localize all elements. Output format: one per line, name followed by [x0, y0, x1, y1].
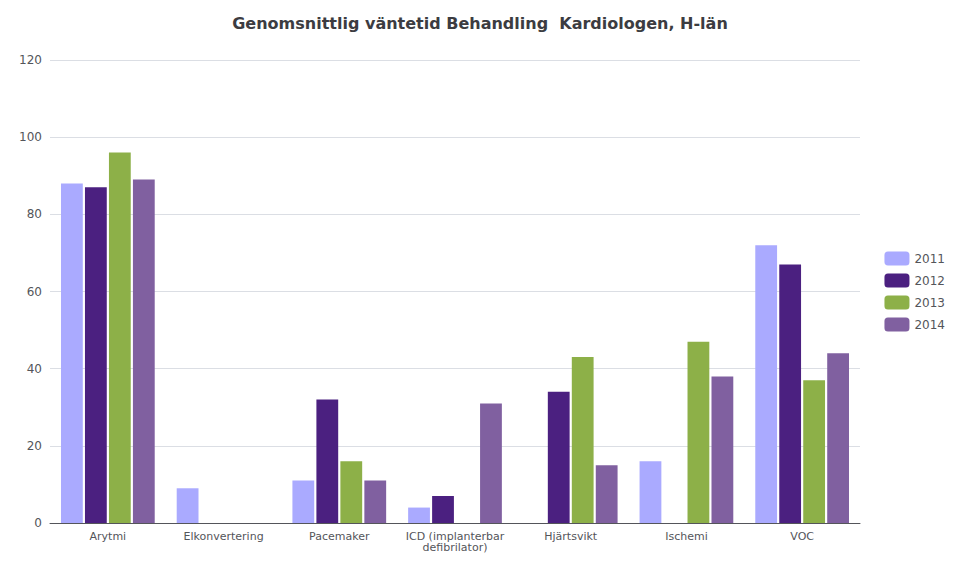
svg-text:40: 40 — [27, 362, 42, 376]
svg-text:Hjärtsvikt: Hjärtsvikt — [544, 530, 598, 543]
svg-text:2013: 2013 — [914, 296, 945, 310]
svg-text:Genomsnittlig väntetid Behandl: Genomsnittlig väntetid Behandling Kardio… — [232, 14, 728, 33]
svg-text:20: 20 — [27, 439, 42, 453]
svg-text:Elkonvertering: Elkonvertering — [184, 530, 264, 543]
svg-text:ICD (implanterbar: ICD (implanterbar — [405, 530, 505, 543]
svg-text:defibrilator): defibrilator) — [423, 541, 488, 554]
svg-text:120: 120 — [19, 53, 42, 67]
svg-text:60: 60 — [27, 285, 42, 299]
svg-text:Arytmi: Arytmi — [90, 530, 127, 543]
svg-text:2011: 2011 — [914, 252, 945, 266]
svg-text:2012: 2012 — [914, 274, 945, 288]
svg-text:100: 100 — [19, 130, 42, 144]
svg-text:80: 80 — [27, 207, 42, 221]
svg-text:2014: 2014 — [914, 318, 945, 332]
svg-text:VOC: VOC — [790, 530, 814, 543]
svg-text:Ischemi: Ischemi — [665, 530, 708, 543]
svg-text:0: 0 — [34, 516, 42, 530]
svg-text:Pacemaker: Pacemaker — [309, 530, 370, 543]
